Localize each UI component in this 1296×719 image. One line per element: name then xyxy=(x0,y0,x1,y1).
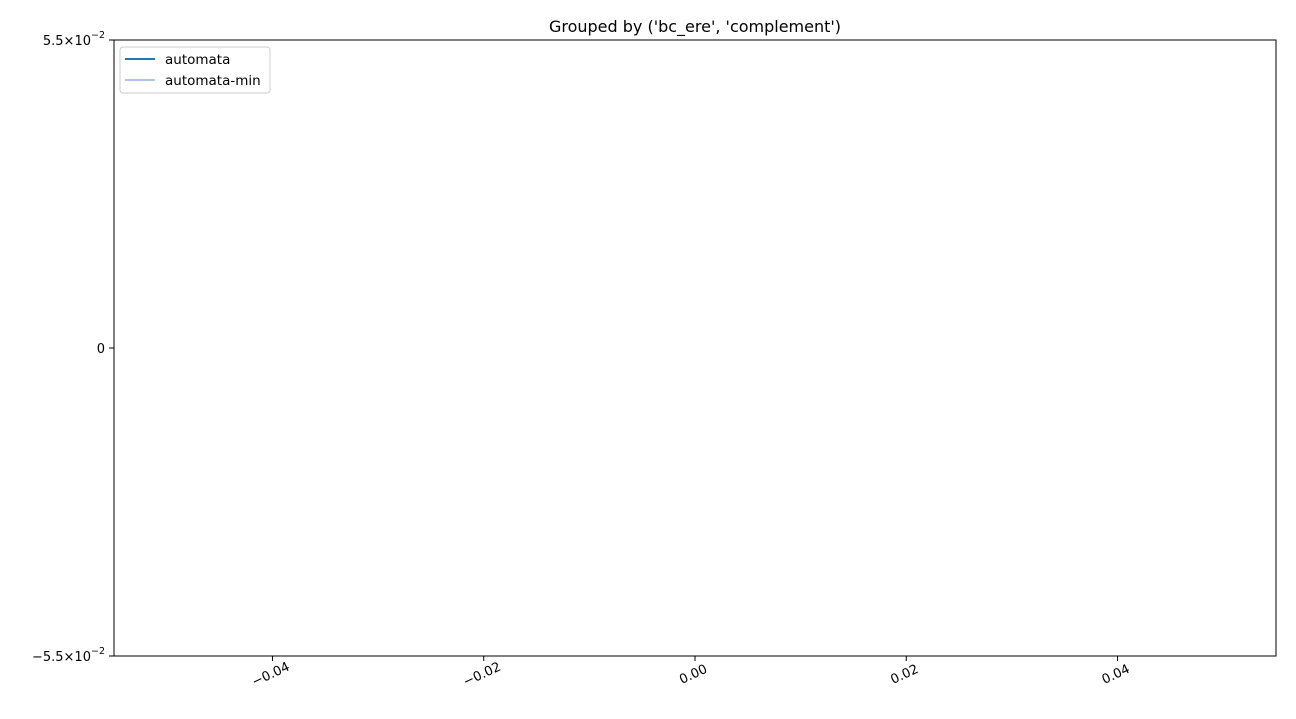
y-tick-label: 0 xyxy=(97,342,105,357)
legend: automata automata-min xyxy=(119,46,271,94)
y-tick-label: −5.5×10−2 xyxy=(32,646,105,665)
y-tick-label-exponent: −2 xyxy=(91,646,105,657)
y-axis: 5.5×10−20−5.5×10−2 xyxy=(32,30,114,665)
legend-box xyxy=(119,46,271,94)
plot-area xyxy=(113,39,1277,657)
chart-title: Grouped by ('bc_ere', 'complement') xyxy=(549,17,841,37)
y-tick-label: 5.5×10−2 xyxy=(43,30,105,49)
y-tick-label-base: 0 xyxy=(97,342,105,357)
y-tick-label-base: 5.5×10 xyxy=(43,34,91,49)
y-tick-label-exponent: −2 xyxy=(91,30,105,41)
legend-label: automata xyxy=(165,52,230,68)
legend-label: automata-min xyxy=(165,73,261,89)
plot-frame xyxy=(113,39,1277,657)
legend-items: automata automata-min xyxy=(125,52,261,89)
y-tick-label-base: −5.5×10 xyxy=(32,650,91,665)
